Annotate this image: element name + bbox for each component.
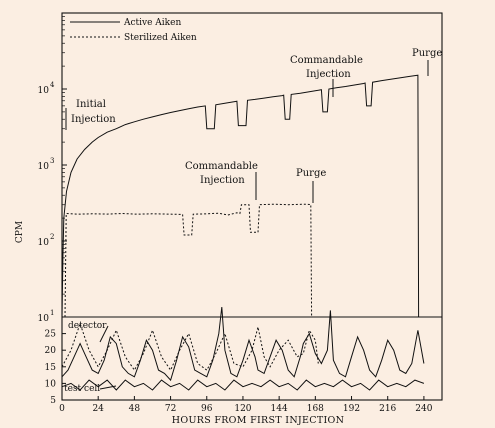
x-tick-label: 96	[201, 404, 213, 414]
annotation-arrow	[99, 385, 117, 390]
series-active-aiken	[61, 74, 420, 318]
annotation-commandable-injection-2: Commandable	[290, 55, 363, 66]
upper-y-tick-label: 10	[38, 86, 50, 96]
upper-panel-series	[61, 74, 420, 318]
chart-frame	[61, 12, 443, 401]
upper-y-tick-label: 10	[38, 238, 50, 248]
series-test-cell	[61, 379, 425, 391]
x-tick-label: 0	[59, 404, 65, 414]
upper-y-tick-exponent: 1	[50, 309, 54, 317]
lower-y-tick-label: 15	[45, 363, 57, 373]
series-detector-sterilized	[61, 322, 319, 372]
series-detector	[61, 306, 425, 382]
legend: Active Aiken Sterilized Aiken	[70, 18, 197, 43]
upper-y-tick-exponent: 3	[50, 157, 54, 165]
annotation-commandable-injection-2b: Injection	[306, 69, 351, 80]
annotations: Initial Injection Commandable Injection Purg…	[64, 48, 442, 394]
lower-panel-series	[61, 306, 425, 391]
lower-y-tick-label: 10	[45, 379, 57, 389]
annotation-initial-injection-2: Injection	[71, 114, 116, 125]
x-tick-label: 120	[234, 404, 251, 414]
x-tick-label: 216	[379, 404, 396, 414]
annotation-commandable-injection-1b: Injection	[200, 175, 245, 186]
x-tick-label: 192	[343, 404, 360, 414]
series-sterilized-aiken	[64, 203, 313, 318]
legend-label-active: Active Aiken	[123, 18, 181, 28]
annotation-test-cell: test cell	[64, 384, 100, 394]
lower-y-tick-label: 25	[45, 330, 57, 340]
annotation-commandable-injection-1: Commandable	[185, 161, 258, 172]
plot-border	[61, 12, 443, 401]
x-tick-label: 144	[271, 404, 288, 414]
x-tick-label: 168	[307, 404, 324, 414]
upper-y-tick-exponent: 4	[50, 81, 55, 89]
legend-label-sterilized: Sterilized Aiken	[124, 33, 197, 43]
annotation-detector: detector	[68, 321, 107, 331]
x-axis-title: HOURS FROM FIRST INJECTION	[172, 415, 344, 426]
annotation-purge-1: Purge	[296, 168, 326, 179]
annotation-purge-2: Purge	[412, 48, 442, 59]
upper-y-tick-exponent: 2	[50, 233, 54, 241]
x-tick-label: 240	[415, 404, 432, 414]
x-tick-label: 72	[165, 404, 176, 414]
y-axis-title: CPM	[15, 221, 25, 243]
annotation-initial-injection: Initial	[76, 99, 106, 110]
lower-y-tick-label: 20	[45, 346, 57, 356]
x-tick-label: 24	[92, 404, 104, 414]
upper-y-tick-label: 10	[38, 162, 50, 172]
lower-y-tick-label: 5	[50, 396, 56, 406]
upper-y-tick-label: 10	[38, 314, 50, 324]
annotation-arrow	[99, 325, 109, 343]
axis-ticks: 0 24 48 72 96 120 144 168 192 216 2401011021031045…	[38, 16, 433, 414]
x-tick-label: 48	[129, 404, 141, 414]
